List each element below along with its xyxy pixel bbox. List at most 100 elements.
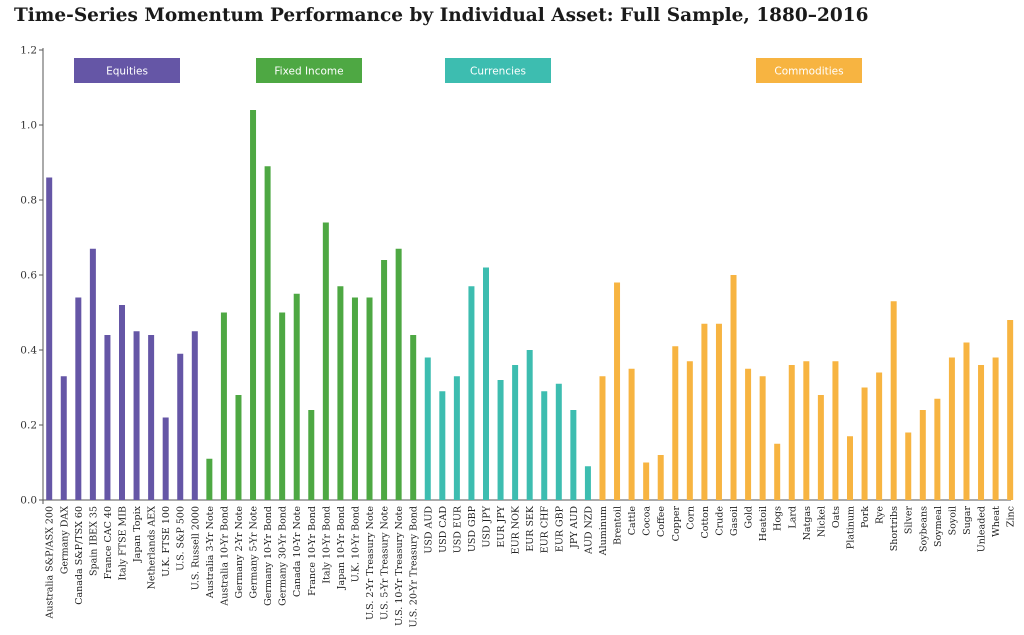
bar	[104, 335, 111, 500]
bar	[570, 410, 577, 500]
legend-box	[756, 58, 862, 83]
bar	[177, 353, 184, 500]
category-label: Brentoil	[613, 506, 624, 545]
category-label: EUR SEK	[525, 505, 536, 552]
category-label: U.S. Russell 2000	[190, 506, 201, 590]
bar	[235, 395, 242, 500]
category-label: JPY AUD	[569, 506, 580, 549]
bar	[876, 372, 883, 500]
category-label: Rye	[875, 506, 886, 524]
bar	[497, 380, 504, 500]
category-label: Hogs	[773, 506, 784, 531]
bar	[206, 458, 213, 500]
category-label: France CAC 40	[103, 506, 114, 579]
bar	[745, 368, 752, 500]
bar	[439, 391, 446, 500]
bar	[75, 297, 82, 500]
category-label: Cocoa	[642, 506, 653, 536]
bar	[351, 297, 358, 500]
chart-title: Time-Series Momentum Performance by Indi…	[14, 5, 869, 26]
category-label: Crude	[714, 506, 725, 536]
bar	[250, 110, 257, 500]
category-label: U.S. 2-Yr Treasury Note	[365, 506, 376, 620]
bar	[890, 301, 897, 500]
bar	[803, 361, 810, 500]
category-label: Coffee	[656, 506, 667, 537]
category-label: Australia 10-Yr Bond	[219, 506, 230, 607]
y-tick-label: 1.2	[20, 45, 37, 57]
category-label: EUR NOK	[511, 505, 522, 554]
category-label: U.S. 10-Yr Treasury Note	[394, 506, 405, 626]
bar	[46, 177, 53, 500]
bar	[526, 350, 533, 500]
legend-label: Commodities	[774, 66, 843, 78]
bar	[337, 286, 344, 500]
category-label: Oats	[831, 506, 842, 528]
category-label: Japan Topix	[132, 505, 143, 563]
bar	[948, 357, 955, 500]
category-label: USD JPY	[482, 505, 493, 547]
bar	[264, 166, 271, 500]
bar	[701, 323, 708, 500]
category-label: Germany 2-Yr Note	[234, 506, 245, 599]
category-label: EUR CHF	[540, 506, 551, 554]
bar	[220, 312, 227, 500]
category-label: Australia S&P/ASX 200	[45, 506, 56, 619]
bar	[686, 361, 693, 500]
bar	[410, 335, 417, 500]
y-tick-label: 0.6	[20, 270, 37, 282]
legend-label: Fixed Income	[274, 66, 343, 78]
category-label: Canada 10-Yr Note	[292, 506, 303, 597]
bar	[788, 365, 795, 500]
bar	[919, 410, 926, 500]
category-label: USD GBP	[467, 505, 478, 552]
bar	[715, 323, 722, 500]
bar	[861, 387, 868, 500]
category-label: Corn	[685, 506, 696, 530]
legend-box	[445, 58, 551, 83]
category-label: Soybeans	[918, 506, 929, 552]
y-tick-label: 0.8	[20, 195, 37, 207]
bar	[395, 248, 402, 500]
category-label: Heatoil	[758, 506, 769, 541]
bar	[89, 248, 96, 500]
category-label: Italy FTSE MIB	[118, 506, 129, 581]
category-label: U.K. 10-Yr Bond	[350, 506, 361, 582]
category-label: Germany DAX	[59, 506, 70, 574]
bar	[759, 376, 766, 500]
category-label: Germany 30-Yr Bond	[278, 506, 289, 606]
y-tick-label: 0.4	[20, 345, 37, 357]
category-label: AUD NZD	[583, 506, 594, 555]
bar	[191, 331, 198, 500]
category-label: Italy 10-Yr Bond	[321, 506, 332, 584]
category-label: Wheat	[991, 506, 1002, 537]
category-label: Silver	[904, 506, 915, 535]
legend-label: Currencies	[470, 66, 526, 78]
bar	[308, 410, 315, 500]
category-label: U.S. 5-Yr Treasury Note	[380, 506, 391, 620]
bar	[584, 466, 591, 500]
bar	[453, 376, 460, 500]
y-tick-label: 0.2	[20, 420, 37, 432]
category-label: U.S. 20-Yr Treasury Bond	[409, 506, 420, 627]
category-label: Unleaded	[977, 506, 988, 552]
bar	[162, 417, 169, 500]
bar	[119, 305, 125, 500]
category-label: Cattle	[627, 506, 638, 536]
category-label: Nickel	[816, 506, 827, 537]
bar	[424, 357, 431, 500]
bar	[905, 432, 912, 500]
y-tick-label: 1.0	[20, 120, 37, 132]
bar	[555, 383, 562, 500]
category-label: Aluminum	[598, 506, 609, 556]
category-label: Soymeal	[933, 506, 944, 547]
bar	[293, 293, 300, 500]
category-label: Gold	[744, 506, 755, 528]
bar	[148, 335, 155, 500]
bar	[992, 357, 999, 500]
bar	[657, 455, 664, 500]
legend-label: Equities	[106, 66, 148, 78]
category-label: Cotton	[700, 506, 711, 538]
bar	[133, 331, 140, 500]
category-label: EUR GBP	[554, 505, 565, 552]
